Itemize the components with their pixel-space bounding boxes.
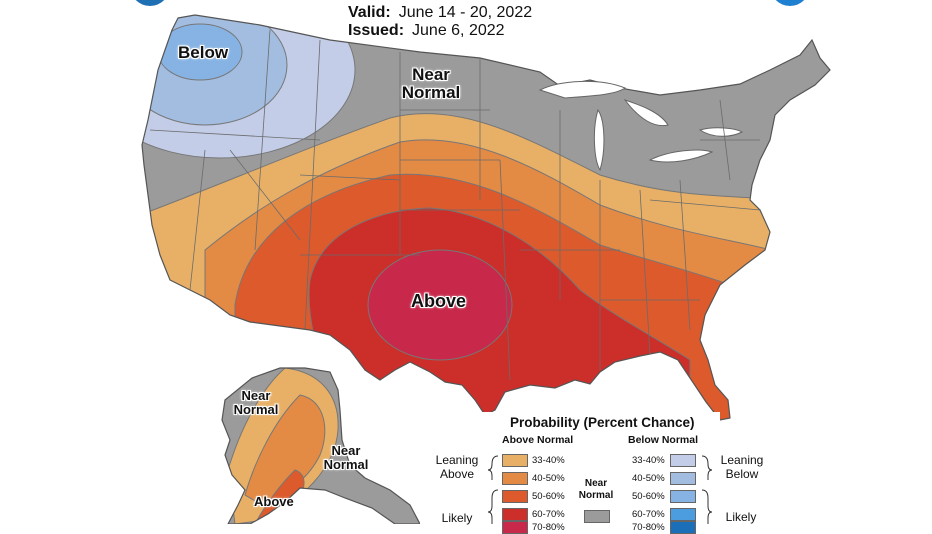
label-above: Above bbox=[411, 291, 467, 311]
below-brace-icon bbox=[701, 455, 713, 524]
range-above-3: 50-60% bbox=[532, 491, 565, 502]
label-alaska-near-normal: Near Normal bbox=[230, 389, 282, 416]
leaning-above-line2: Above bbox=[439, 466, 475, 481]
range-above-1: 33-40% bbox=[532, 455, 565, 466]
swatch-below-33-40 bbox=[670, 454, 696, 467]
label-alaska-near-line1: Near bbox=[241, 388, 271, 403]
swatch-below-60-70 bbox=[670, 508, 696, 521]
label-alaska-near-line2: Normal bbox=[233, 401, 279, 417]
probability-legend: Probability (Percent Chance) Above Norma… bbox=[420, 412, 720, 534]
swatch-below-70-80 bbox=[670, 521, 696, 534]
label-alaska-near-b-line1: Near bbox=[331, 443, 361, 458]
range-below-2: 40-50% bbox=[632, 473, 665, 484]
noaa-logo bbox=[135, 0, 165, 6]
swatch-below-50-60 bbox=[670, 490, 696, 503]
leaning-below-line1: Leaning bbox=[720, 453, 764, 467]
label-below: Below bbox=[178, 43, 229, 62]
label-near-normal: Near Normal bbox=[396, 66, 466, 102]
leaning-above-line1: Leaning bbox=[435, 453, 479, 467]
swatch-above-70-80 bbox=[502, 521, 528, 534]
label-alaska-near-normal-2: Near Normal bbox=[320, 444, 372, 471]
leaning-below-label: Leaning Below bbox=[712, 453, 772, 482]
issued-label: Issued: bbox=[348, 22, 405, 39]
range-below-1: 33-40% bbox=[632, 455, 665, 466]
swatch-below-40-50 bbox=[670, 472, 696, 485]
near-normal-header: Near Normal bbox=[574, 478, 618, 501]
label-alaska-near-b-line2: Normal bbox=[323, 456, 369, 472]
swatch-above-40-50 bbox=[502, 472, 528, 485]
above-brace-icon bbox=[487, 455, 499, 524]
swatch-above-33-40 bbox=[502, 454, 528, 467]
leaning-below-line2: Below bbox=[725, 466, 759, 481]
valid-dates: Valid: June 14 - 20, 2022 bbox=[348, 4, 532, 22]
range-above-2: 40-50% bbox=[532, 473, 565, 484]
range-below-4: 60-70% bbox=[632, 509, 665, 520]
issued-date: Issued: June 6, 2022 bbox=[348, 22, 505, 40]
near-normal-line1: Near bbox=[584, 478, 608, 489]
valid-label: Valid: bbox=[348, 4, 391, 21]
conus-outline bbox=[141, 14, 831, 421]
likely-below-label: Likely bbox=[725, 510, 757, 524]
alaska-shading bbox=[222, 368, 420, 524]
conus-shading bbox=[142, 15, 830, 420]
valid-value: June 14 - 20, 2022 bbox=[398, 4, 533, 21]
label-near-normal-line2: Normal bbox=[401, 82, 461, 102]
above-normal-header: Above Normal bbox=[502, 434, 574, 446]
range-above-4: 60-70% bbox=[532, 509, 565, 520]
issued-value: June 6, 2022 bbox=[412, 22, 505, 39]
swatch-near-normal bbox=[584, 510, 610, 523]
near-normal-line2: Normal bbox=[578, 489, 614, 501]
swatch-above-60-70 bbox=[502, 508, 528, 521]
likely-above-label: Likely bbox=[441, 511, 473, 525]
legend-title: Probability (Percent Chance) bbox=[510, 415, 695, 430]
swatch-above-50-60 bbox=[502, 490, 528, 503]
below-normal-header: Below Normal bbox=[628, 434, 699, 446]
great-lakes bbox=[538, 81, 744, 172]
label-near-normal-line1: Near bbox=[412, 65, 450, 84]
leaning-above-label: Leaning Above bbox=[426, 453, 488, 482]
nws-logo bbox=[775, 0, 805, 6]
alaska-outline bbox=[221, 367, 421, 524]
label-alaska-above: Above bbox=[254, 494, 294, 509]
range-below-3: 50-60% bbox=[632, 491, 665, 502]
state-borders bbox=[149, 29, 761, 381]
